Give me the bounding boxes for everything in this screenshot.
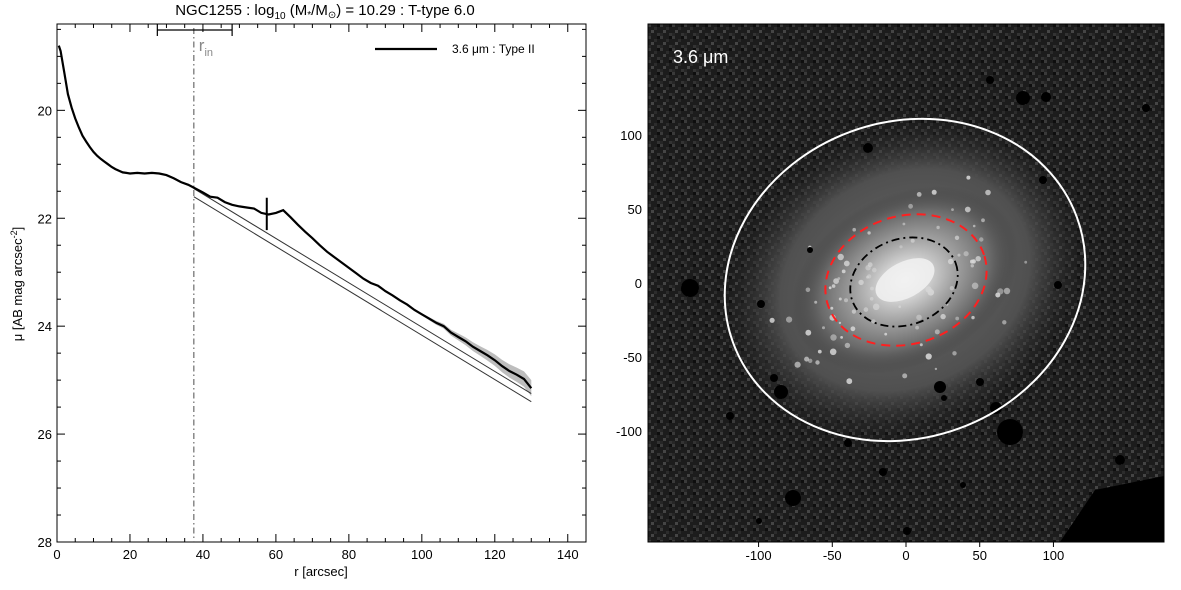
image-x-tick-label: 0 — [902, 548, 909, 563]
x-tick-label: 100 — [411, 547, 433, 562]
plot-frame — [56, 23, 587, 543]
y-axis-label: μ [AB mag arcsec-2] — [9, 227, 25, 342]
image-y-tick-label: -50 — [623, 350, 642, 365]
image-y-tick-label: 0 — [635, 276, 642, 291]
star-forming-knots — [769, 175, 1028, 385]
x-tick-label: 40 — [196, 547, 210, 562]
image-y-tick-label: 50 — [628, 202, 642, 217]
x-tick-label: 0 — [53, 547, 60, 562]
inner-ellipse — [849, 236, 959, 328]
band-annotation: 3.6 μm — [673, 47, 728, 67]
chart-title: NGC1255 : log10 (M*/M⊙) = 10.29 : T-type… — [175, 2, 475, 22]
r-in-range-bracket — [156, 24, 233, 36]
image-y-axis-ticks: 100 50 0 -50 -100 — [616, 128, 642, 439]
galaxy-image — [648, 24, 1164, 542]
y-tick-label: 22 — [38, 211, 52, 226]
y-tick-label: 26 — [38, 427, 52, 442]
image-y-tick-label: 100 — [620, 128, 642, 143]
r-in-label: rin — [199, 36, 213, 59]
legend: 3.6 μm : Type II — [375, 42, 535, 56]
image-x-axis-ticks: -100 -50 0 50 100 — [746, 542, 1065, 563]
y-tick-label: 24 — [38, 319, 52, 334]
profile-series-line — [57, 45, 533, 389]
x-tick-label: 120 — [484, 547, 506, 562]
masked-corner — [1060, 476, 1164, 542]
image-x-tick-label: -100 — [746, 548, 772, 563]
middle-ellipse — [824, 213, 988, 347]
x-tick-label: 140 — [557, 547, 579, 562]
y-tick-label: 20 — [38, 103, 52, 118]
y-tick-label: 28 — [38, 535, 52, 550]
x-tick-label: 20 — [123, 547, 137, 562]
x-tick-label: 80 — [342, 547, 356, 562]
outer-ellipse — [723, 117, 1087, 443]
image-y-tick-label: -100 — [616, 424, 642, 439]
x-axis-ticks: 0 20 40 60 80 100 120 140 — [53, 24, 579, 562]
fit-line-outer — [193, 196, 532, 403]
masked-sources — [681, 76, 1150, 535]
x-axis-label: r [arcsec] — [294, 564, 347, 579]
image-x-tick-label: 100 — [1043, 548, 1065, 563]
image-x-tick-label: -50 — [823, 548, 842, 563]
image-x-tick-label: 50 — [972, 548, 986, 563]
x-tick-label: 60 — [269, 547, 283, 562]
fit-line-inner — [193, 188, 532, 395]
y-axis-ticks: 20 22 24 26 28 — [38, 28, 586, 550]
legend-label: 3.6 μm : Type II — [452, 42, 535, 56]
